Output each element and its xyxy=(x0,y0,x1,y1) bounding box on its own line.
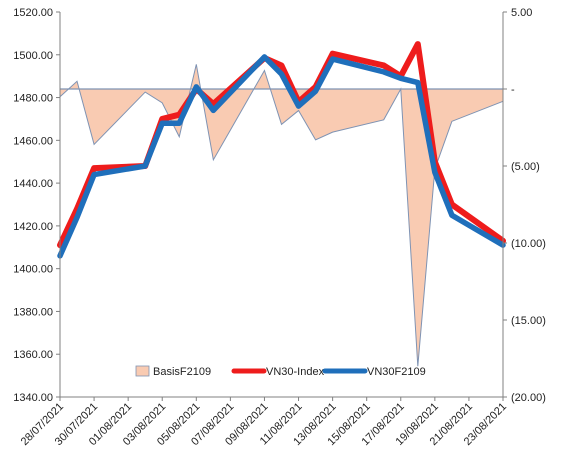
y-right-tick-label: (20.00) xyxy=(511,392,546,404)
y-left-tick-label: 1440.00 xyxy=(13,178,53,190)
y-right-tick-label: (10.00) xyxy=(511,238,546,250)
y-left-tick-label: 1400.00 xyxy=(13,264,53,276)
legend: BasisF2109 VN30-Index VN30F2109 xyxy=(135,365,426,378)
series-area-edge-basisf2109 xyxy=(59,64,504,367)
y-left-tick-label: 1360.00 xyxy=(13,349,53,361)
legend-label-basisf2109: BasisF2109 xyxy=(153,366,211,378)
series-line-vn30f2109 xyxy=(57,54,506,259)
legend-label-vn30-index: VN30-Index xyxy=(266,366,325,378)
y-right-tick-label: (5.00) xyxy=(511,161,540,173)
y-left-tick-label: 1340.00 xyxy=(13,392,53,404)
series-area-basisf2109 xyxy=(60,64,503,367)
y-right-tick-label: (15.00) xyxy=(511,315,546,327)
y-left-tick-label: 1520.00 xyxy=(13,7,53,19)
y-left-tick-label: 1480.00 xyxy=(13,93,53,105)
basis-area-layer xyxy=(59,64,504,367)
y-left-tick-label: 1500.00 xyxy=(13,50,53,62)
y-right-tick-label: 5.00 xyxy=(511,7,532,19)
y-right-tick-label: - xyxy=(511,84,515,96)
legend-label-vn30f2109: VN30F2109 xyxy=(367,366,426,378)
y-left-tick-label: 1420.00 xyxy=(13,221,53,233)
legend-swatch-basisf2109 xyxy=(135,365,150,377)
y-left-tick-label: 1380.00 xyxy=(13,306,53,318)
index-lines-layer xyxy=(57,41,506,259)
y-left-tick-label: 1460.00 xyxy=(13,135,53,147)
